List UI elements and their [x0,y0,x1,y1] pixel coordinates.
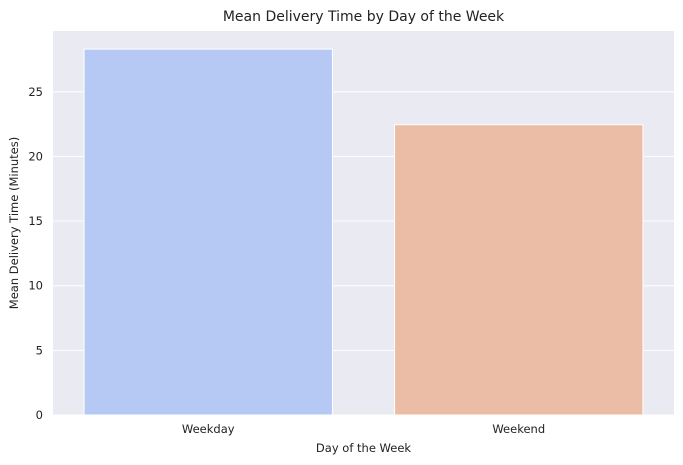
y-tick-label: 20 [28,149,43,163]
bar-weekend [394,124,644,416]
y-tick-label: 10 [28,279,43,293]
y-axis-label: Mean Delivery Time (Minutes) [7,137,21,309]
bars [83,48,644,416]
y-tick-label: 0 [36,408,43,422]
bar-weekday [83,48,333,416]
x-tick-label: Weekday [182,422,235,436]
x-axis-ticks: Weekday Weekend [182,422,545,436]
x-tick-label: Weekend [492,422,545,436]
y-tick-label: 5 [36,343,43,357]
chart-title: Mean Delivery Time by Day of the Week [223,9,505,25]
y-axis-ticks: 0 5 10 15 20 25 [28,85,43,422]
y-tick-label: 25 [28,85,43,99]
y-tick-label: 15 [28,214,43,228]
x-axis-label: Day of the Week [316,441,411,455]
